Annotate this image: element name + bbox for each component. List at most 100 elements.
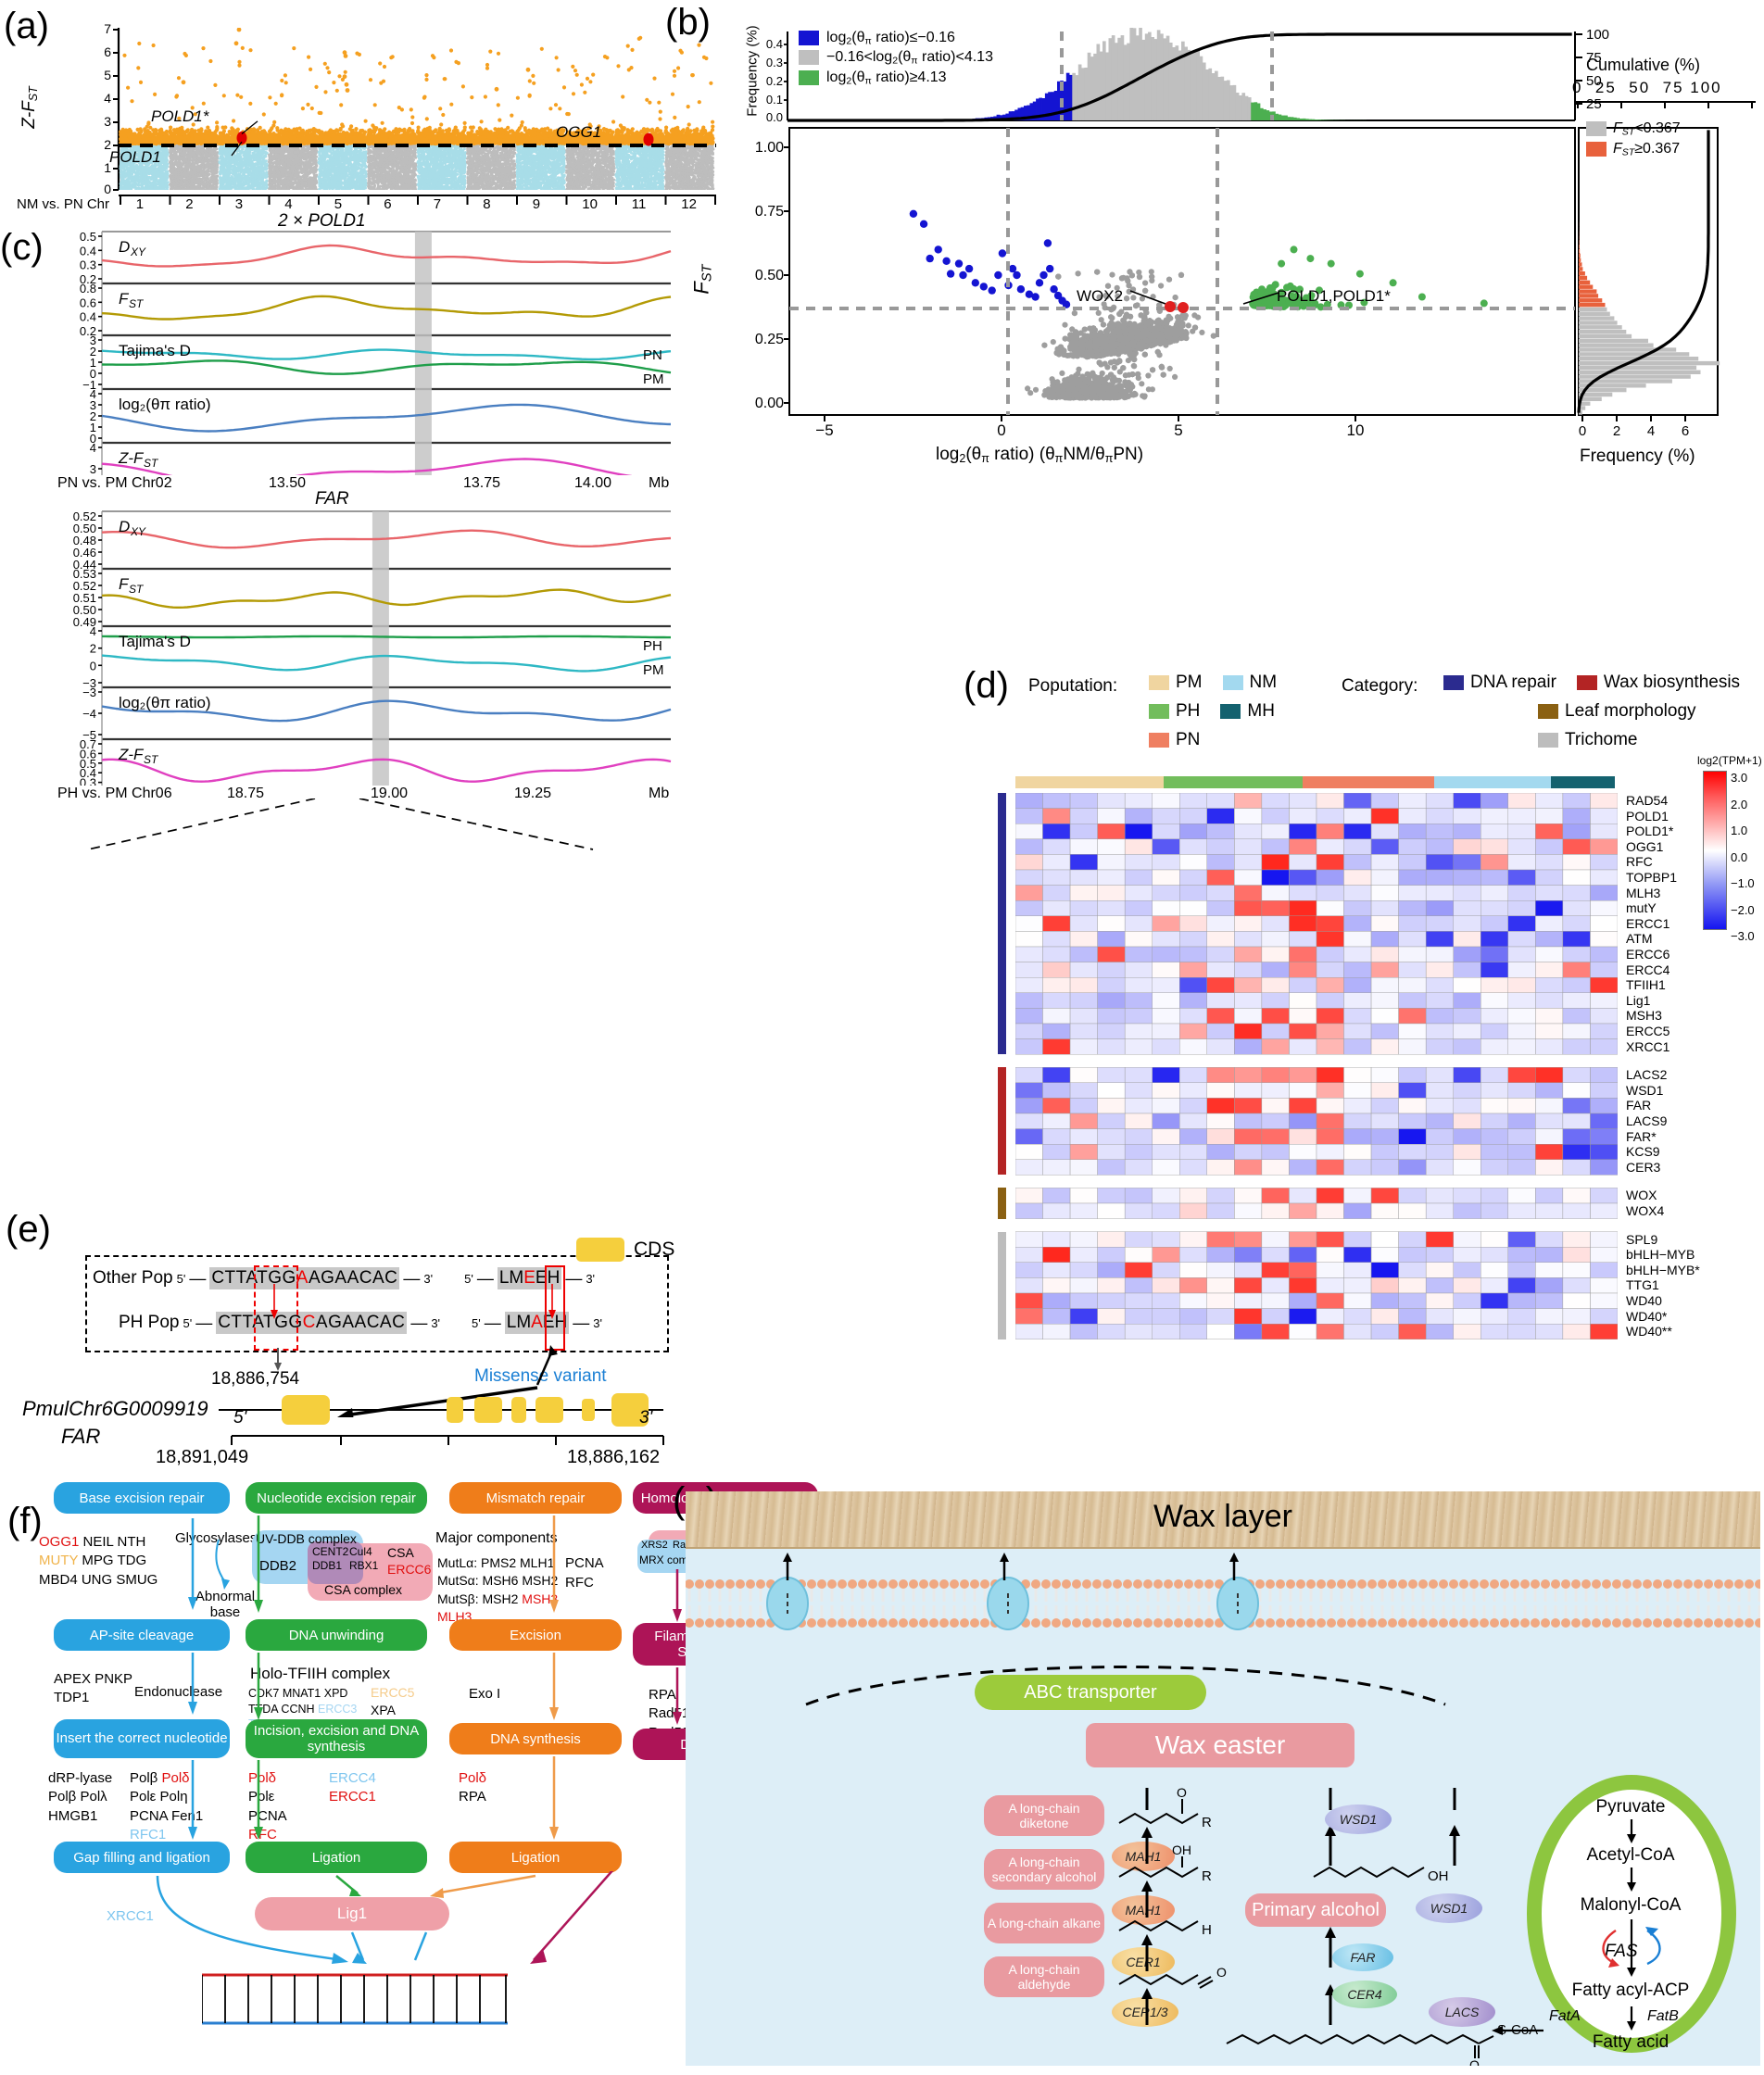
panel-b-fst-legend: FST<0.367 FST≥0.367 (1586, 120, 1681, 158)
g-enzyme-cer1: CER1 (1112, 1947, 1175, 1977)
three-prime-ph: 3' (431, 1316, 440, 1330)
f-ner-cent2ddb1: CENT2 DDB1 (312, 1545, 348, 1573)
cbar-tick-1: 1.0 (1731, 818, 1755, 845)
panel-b-annot-POLD1: POLD1,POLD1* (1277, 287, 1391, 306)
f-ber-arrows-1 (188, 1518, 230, 1610)
cbar-tick-2: 2.0 (1731, 792, 1755, 819)
gene-label-XRCC1: XRCC1 (1626, 1040, 1670, 1056)
g-chem-structures: R O R OH H O OH S-CoA O (1102, 1788, 1584, 2066)
g-cycle-malonyl-coa: Malonyl-CoA (1538, 1895, 1723, 1916)
f-ber-title: Base excision repair (54, 1482, 230, 1514)
pop-swatch-PH (1149, 704, 1169, 719)
chr-label-6: 6 (384, 196, 391, 212)
gene-label-WOX: WOX (1626, 1188, 1657, 1204)
gene-label-CER3: CER3 (1626, 1161, 1660, 1176)
panel-b-top-histogram: 0.4 0.3 0.2 0.1 0.0 100 75 50 25 (732, 28, 1751, 130)
seq-other: CTTATGGAAGAACAC (209, 1267, 400, 1289)
gene-label-WD40star: WD40* (1626, 1310, 1667, 1326)
panel-c-tag: (c) (0, 227, 44, 269)
cbar-tick-m1: −1.0 (1731, 871, 1755, 898)
gene-label-FAR: FAR (1626, 1099, 1651, 1114)
cbar-tick-m3: −3.0 (1731, 924, 1755, 950)
chr-label-7: 7 (434, 196, 441, 212)
panel-a-plot: 7 6 5 4 3 2 1 0 (46, 23, 723, 222)
panel-b-cumulative-xticks: 0 25 50 75 100 (1572, 79, 1722, 97)
f-converging-arrows (156, 1871, 614, 1964)
panel-d-legend-category-label: Category: (1342, 676, 1418, 697)
pop-name-other: Other Pop (93, 1268, 173, 1289)
g-dashed-curve (805, 1666, 1446, 1706)
panel-c-bottom-region-title: FAR (315, 489, 349, 509)
gene-label-bHLH−MYBstar: bHLH−MYB* (1626, 1264, 1700, 1279)
g-enzyme-cer13: CER1/3 (1112, 1997, 1178, 2027)
g-cycle-fatty-acyl-acp: Fatty acyl-ACP (1531, 1981, 1731, 2001)
panel-b-right-xlabel: Frequency (%) (1580, 446, 1695, 467)
panel-e-position-arrow (274, 1348, 282, 1371)
g-enzyme-lacs: LACS (1429, 1997, 1495, 2027)
gene-label-ERCC1: ERCC1 (1626, 917, 1670, 933)
svg-text:3: 3 (104, 114, 111, 129)
f-ner-genes3b: ERCC4 ERCC1 (329, 1769, 376, 1807)
chr-label-5: 5 (334, 196, 342, 212)
legend-text-fst-low: FST<0.367 (1613, 120, 1681, 137)
f-dna-ladder (202, 1969, 508, 2036)
panel-d-column-bands (1015, 776, 1615, 788)
f-mmr-step2: DNA synthesis (449, 1723, 622, 1754)
gene-label-Lig1: Lig1 (1626, 994, 1650, 1010)
aa-ph: LMAEH (504, 1312, 570, 1334)
legend-text-blue: log2(θπ ratio)≤−0.16 (826, 30, 955, 46)
g-primary-alcohol: Primary alcohol (1245, 1893, 1386, 1927)
f-ber-abnormal-base: Abnormal base (188, 1589, 262, 1621)
g-enzyme-cer4: CER4 (1332, 1981, 1397, 2008)
panel-c-top-xlabel: PN vs. PM Chr02 (57, 475, 172, 492)
gene-label-TTG1: TTG1 (1626, 1278, 1659, 1294)
panel-b-xlabel: log2(θπ ratio) (θπNM/θπPN) (936, 445, 1143, 465)
f-ber-genes: OGG1 NEIL NTH MUTY MPG TDG MBD4 UNG SMUG (39, 1533, 158, 1590)
pop-swatch-PN (1149, 733, 1169, 748)
cbar-tick-m2: −2.0 (1731, 898, 1755, 924)
seq-ph: CTTATGGCAGAACAC (216, 1312, 408, 1334)
f-ner-cul4rbx1: Cul4 RBX1 (349, 1545, 378, 1573)
panel-e-row-ph-pop: PH Pop 5' — CTTATGGCAGAACAC — 3' 5' — LM… (119, 1312, 602, 1334)
g-cycle-fatty-acid: Fatty acid (1531, 2032, 1731, 2053)
panel-a-gene-OGG1: OGG1 (556, 123, 601, 142)
f-ber-genes3: dRP-lyase Polβ Polλ HMGB1 (48, 1769, 112, 1826)
panel-e-end-coord: 18,886,162 (567, 1447, 660, 1468)
f-mmr-step1: Excision (449, 1619, 622, 1651)
f-ner-arrow-1 (254, 1515, 263, 1613)
svg-text:4: 4 (104, 91, 111, 106)
legend-text-fst-high: FST≥0.367 (1613, 141, 1680, 157)
g-cycle-fas: FAS (1605, 1942, 1638, 1962)
panel-b-tag: (b) (665, 2, 711, 44)
panel-b-ylabel-main: F (689, 282, 712, 294)
g-substrate-diketone: A long-chain diketone (984, 1795, 1104, 1836)
svg-text:1: 1 (104, 160, 111, 175)
gene-label-MLH3: MLH3 (1626, 887, 1660, 902)
legend-swatch-fst-high (1586, 142, 1606, 157)
panel-d-colorbar (1703, 771, 1727, 930)
f-ner-complex-purple (308, 1541, 363, 1584)
g-cycle-fatb: FatB (1647, 2008, 1679, 2025)
legend-swatch-fst-low (1586, 121, 1606, 137)
chr-label-4: 4 (284, 196, 292, 212)
gene-label-TFIIH1: TFIIH1 (1626, 978, 1666, 994)
f-ner-step1: DNA unwinding (246, 1619, 427, 1651)
f-ner-step2: Incision, excision and DNA synthesis (246, 1719, 427, 1758)
gene-label-ATM: ATM (1626, 932, 1653, 948)
panel-e-variant-arrows (271, 1284, 556, 1319)
f-mmr-arrow-3 (549, 1756, 559, 1840)
f-hr-arrow-1 (673, 1569, 682, 1622)
f-ber-glycosylases: Glycosylases (175, 1530, 257, 1546)
panel-e-three-prime: 3' (639, 1408, 652, 1428)
gene-label-WSD1: WSD1 (1626, 1084, 1663, 1100)
g-substrate-aldehyde: A long-chain aldehyde (984, 1956, 1104, 1997)
f-mmr-step3: Ligation (449, 1842, 622, 1873)
aa-three-prime-ph: 3' (593, 1316, 602, 1330)
panel-d-colorbar-ticks: 3.0 2.0 1.0 0.0 −1.0 −2.0 −3.0 (1731, 765, 1755, 950)
band-PH (1164, 776, 1303, 788)
cbar-tick-3: 3.0 (1731, 765, 1755, 792)
panel-c-bottom-xtick-2: 19.00 (371, 786, 408, 802)
f-ber-genes2: APEX PNKP TDP1 (54, 1670, 132, 1708)
aa-other: LMEEH (497, 1267, 562, 1289)
legend-swatch-blue (799, 31, 819, 46)
